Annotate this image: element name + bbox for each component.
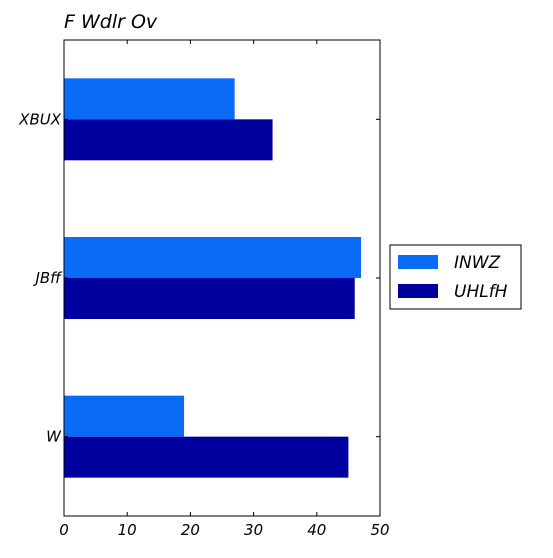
y-tick-label: XBUX xyxy=(18,110,62,128)
legend-swatch xyxy=(398,284,438,298)
legend: INWZ UHLfH xyxy=(389,244,522,310)
x-tick-label: 50 xyxy=(370,521,389,539)
x-tick-label: 30 xyxy=(244,521,263,539)
legend-label: UHLfH xyxy=(454,282,508,302)
legend-swatch xyxy=(398,255,438,269)
x-tick-label: 40 xyxy=(307,521,326,539)
ticks-group: XBUX JBff W 0 10 20 30 40 50 xyxy=(18,40,390,539)
bar-UHLfH-JBff xyxy=(64,278,355,319)
chart-title: F Wdlr Ov xyxy=(64,11,158,33)
bar-INWZ-W xyxy=(64,395,185,437)
x-tick-label: 0 xyxy=(59,521,69,539)
legend-label: INWZ xyxy=(454,253,501,273)
bar-UHLfH-XBUX xyxy=(64,119,273,161)
x-tick-label: 10 xyxy=(118,521,137,539)
bar-INWZ-XBUX xyxy=(64,78,235,120)
bar-INWZ-JBff xyxy=(64,237,362,278)
y-tick-label: W xyxy=(46,428,62,446)
x-tick-label: 20 xyxy=(181,521,200,539)
bar-UHLfH-W xyxy=(64,436,349,478)
y-tick-label: JBff xyxy=(32,269,63,287)
bars-group xyxy=(64,78,362,478)
